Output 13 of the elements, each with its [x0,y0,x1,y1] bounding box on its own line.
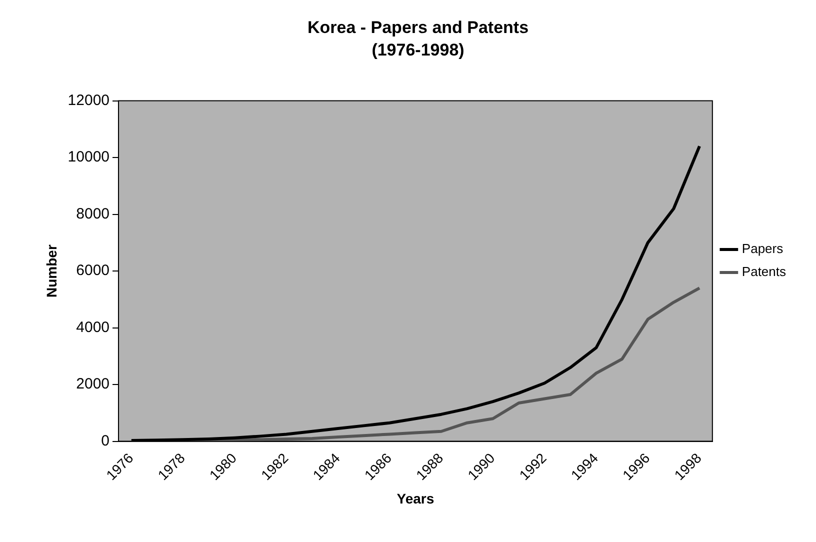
y-tick-label: 10000 [68,148,110,166]
legend-label: Papers [742,241,784,256]
y-tick-label: 12000 [68,92,110,109]
x-axis-title: Years [396,490,434,506]
y-tick-label: 4000 [76,318,110,336]
y-axis-title: Number [43,244,60,298]
y-tick-label: 0 [101,432,110,450]
chart-title: Korea - Papers and Patents [307,18,529,37]
y-tick-label: 8000 [76,205,110,222]
y-tick-label: 2000 [76,376,110,393]
legend-label: Patents [742,264,786,280]
chart-subtitle: (1976-1998) [372,40,464,60]
y-tick-label: 6000 [76,262,110,280]
